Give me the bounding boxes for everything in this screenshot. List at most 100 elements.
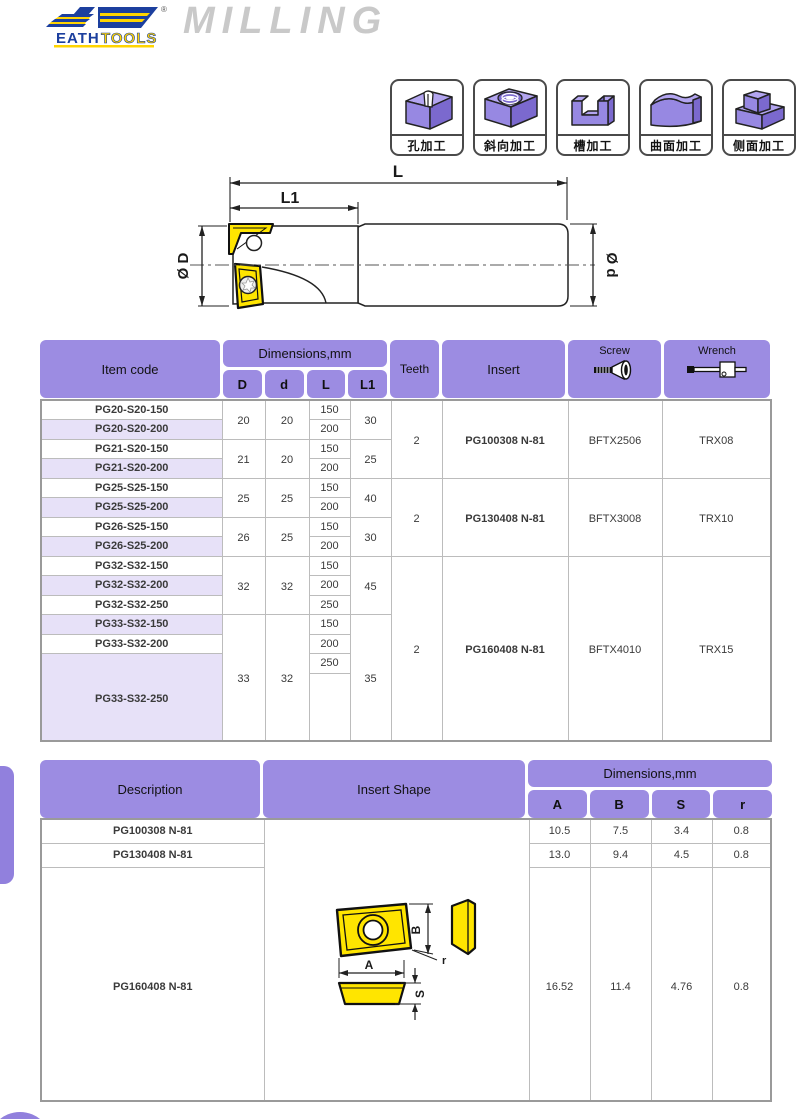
shape-label-A: A <box>364 958 373 972</box>
description-cell: PG130408 N-81 <box>40 842 265 868</box>
screw-cell: BFTX4010 <box>567 555 663 742</box>
dim-B-cell: 9.4 <box>589 842 652 868</box>
header-col-L1: L1 <box>348 370 387 398</box>
header-insert-shape: Insert Shape <box>263 760 525 818</box>
machining-icon-slot: 槽加工 <box>556 79 630 156</box>
machining-icon-surface: 曲面加工 <box>639 79 713 156</box>
machining-icon-label: 斜向加工 <box>475 134 545 154</box>
slot-machining-icon <box>558 81 628 134</box>
table-row: PG20-S20-200 200 <box>40 419 771 440</box>
header-col-r: r <box>713 790 772 818</box>
table-row: PG130408 N-81 13.0 9.4 4.5 0.8 <box>40 842 772 868</box>
item-code-cell: PG33-S32-250 <box>40 653 223 742</box>
header-dimensions: Dimensions,mm <box>223 340 387 367</box>
dim-d-cell: 20 <box>264 399 310 440</box>
item-code-cell: PG21-S20-150 <box>40 438 223 459</box>
screw-icon <box>593 359 631 381</box>
dim-D-cell: 26 <box>221 516 266 557</box>
screw-cell: BFTX2506 <box>567 399 663 479</box>
table-row: PG26-S25-200 200 <box>40 536 771 557</box>
item-code-cell: PG32-S32-200 <box>40 575 223 596</box>
wrench-icon <box>687 361 747 378</box>
dim-L1-cell: 45 <box>349 555 392 615</box>
dim-A-cell: 16.52 <box>528 866 591 1102</box>
item-code-cell: PG26-S25-200 <box>40 536 223 557</box>
dim-d-cell: 20 <box>264 438 310 479</box>
dim-d-cell: 32 <box>264 555 310 615</box>
machining-icon-hole: 孔加工 <box>390 79 464 156</box>
dim-L1-cell: 25 <box>349 438 392 479</box>
table-row: PG160408 N-81 16.52 11.4 4.76 0.8 <box>40 866 772 1102</box>
dim-L-cell: 150 <box>308 555 351 576</box>
header-col-B: B <box>589 790 649 818</box>
shape-label-B: B <box>409 925 423 934</box>
dim-A-cell: 13.0 <box>528 842 591 868</box>
insert-table-header: Description Insert Shape Dimensions,mm A… <box>40 760 772 818</box>
insert-table: PG100308 N-81 B <box>40 818 772 1102</box>
table-row: PG32-S32-150 32 32 150 45 2 PG160408 N-8… <box>40 555 772 742</box>
dim-L-cell: 200 <box>308 575 351 596</box>
table-row: PG32-S32-200 200 <box>40 575 771 596</box>
wrench-cell: TRX15 <box>661 555 772 742</box>
header-description: Description <box>40 760 260 818</box>
dim-r-cell: 0.8 <box>711 818 772 844</box>
dim-L1-cell: 35 <box>349 614 392 742</box>
description-cell: PG160408 N-81 <box>40 866 265 1102</box>
spec-table: PG20-S20-150 20 20 150 30 2 PG100308 N-8… <box>40 399 772 742</box>
insert-shape-cell: B A r <box>263 818 530 1102</box>
insert-cell: PG100308 N-81 <box>441 399 569 479</box>
machining-icon-side: 侧面加工 <box>722 79 796 156</box>
dim-L-cell: 200 <box>308 497 351 518</box>
dim-D-cell: 21 <box>221 438 266 479</box>
dim-S-cell: 4.5 <box>650 842 713 868</box>
dim-D-cell: 32 <box>221 555 266 615</box>
dim-L1-cell: 30 <box>349 516 392 557</box>
dim-L-cell: 250 <box>308 653 351 674</box>
header-teeth: Teeth <box>390 340 439 398</box>
dim-L-cell: 250 <box>308 594 351 615</box>
item-code-cell: PG25-S25-200 <box>40 497 223 518</box>
header-col-S: S <box>651 790 711 818</box>
wrench-cell: TRX10 <box>661 477 772 557</box>
header-col-L: L <box>306 370 346 398</box>
dim-D-cell: 25 <box>221 477 266 518</box>
page-corner-badge <box>0 1112 52 1119</box>
table-row: PG20-S20-150 20 20 150 30 2 PG100308 N-8… <box>40 399 772 479</box>
insert-cell: PG130408 N-81 <box>441 477 569 557</box>
header-item-code: Item code <box>40 340 220 398</box>
dim-L-cell: 150 <box>308 399 351 420</box>
dim-L-cell: 150 <box>308 477 351 498</box>
item-code-cell: PG20-S20-200 <box>40 419 223 440</box>
table-row: PG26-S25-150 26 25 150 30 <box>40 516 771 557</box>
brand-logo: ® EATH TOOLS <box>28 2 183 50</box>
machining-icon-label: 曲面加工 <box>641 134 711 154</box>
shape-label-r: r <box>442 955 447 967</box>
item-code-cell: PG21-S20-200 <box>40 458 223 479</box>
dim-S-cell: 4.76 <box>650 866 713 1102</box>
header-dimensions-group: Dimensions,mm D d L L1 <box>223 340 387 398</box>
header-dimensions-group: Dimensions,mm A B S r <box>528 760 772 818</box>
insert-shape-drawing: B A r <box>335 898 476 1020</box>
dim-L-cell: 200 <box>308 536 351 557</box>
dim-D-cell: 33 <box>221 614 266 742</box>
dim-d-cell: 25 <box>264 516 310 557</box>
machining-icon-label: 孔加工 <box>392 134 462 154</box>
item-code-cell: PG32-S32-250 <box>40 594 223 615</box>
description-cell: PG100308 N-81 <box>40 818 265 844</box>
dim-L1-cell: 30 <box>349 399 392 440</box>
shape-label-S: S <box>413 989 427 997</box>
dim-L-cell: 150 <box>308 516 351 537</box>
item-code-cell: PG25-S25-150 <box>40 477 223 498</box>
teeth-cell: 2 <box>390 555 443 742</box>
table-row: PG32-S32-250 250 <box>40 594 771 615</box>
brand-name-right: TOOLS <box>101 30 157 47</box>
table-filler-row <box>41 672 771 742</box>
dim-L-cell: 200 <box>308 419 351 440</box>
header-screw-label: Screw <box>599 345 630 357</box>
side-machining-icon <box>724 81 794 134</box>
dim-d-cell: 25 <box>264 477 310 518</box>
machining-icon-ramp: 斜向加工 <box>473 79 547 156</box>
table-row: PG21-S20-150 21 20 150 25 <box>40 438 771 479</box>
item-code-cell: PG33-S32-150 <box>40 614 223 635</box>
item-code-cell: PG33-S32-200 <box>40 633 223 654</box>
